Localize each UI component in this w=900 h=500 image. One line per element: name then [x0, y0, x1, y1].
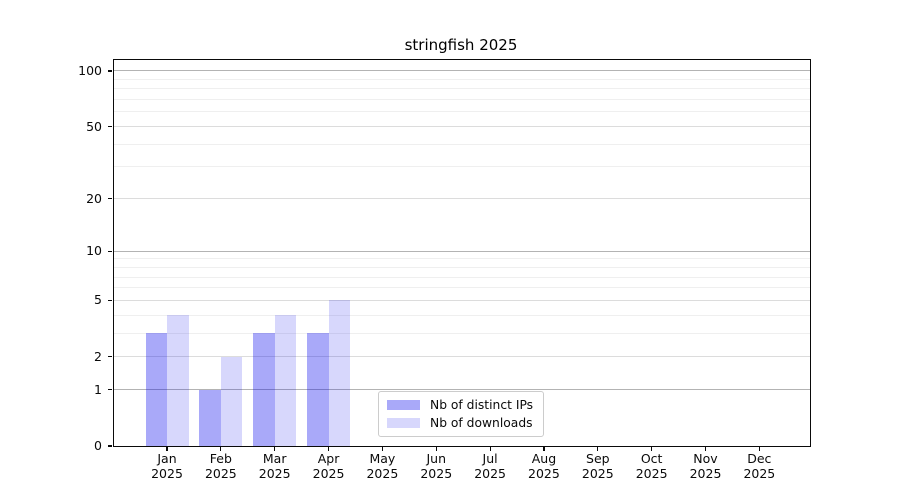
y-tick-label: 2	[94, 348, 102, 364]
x-tick-mark	[758, 446, 760, 451]
x-tick-mark	[274, 446, 276, 451]
x-tick-mark	[489, 446, 491, 451]
gridline-major	[114, 299, 810, 301]
x-tick-label: Jun 2025	[420, 451, 453, 481]
legend-label-distinct-ips: Nb of distinct IPs	[430, 398, 534, 412]
bar-distinct-ips	[199, 389, 221, 446]
legend-swatch-downloads	[387, 418, 420, 428]
bar-downloads	[328, 300, 351, 446]
legend-item: Nb of distinct IPs	[387, 398, 535, 412]
x-tick-label: Apr 2025	[312, 451, 345, 481]
y-tick-mark	[107, 125, 112, 128]
x-tick-label: Feb 2025	[204, 451, 237, 481]
gridline-minor	[114, 287, 810, 289]
x-tick-mark	[166, 446, 168, 451]
x-tick-mark	[435, 446, 437, 451]
gridline-minor	[114, 266, 810, 268]
x-tick-label: Oct 2025	[635, 451, 668, 481]
gridline-decade	[114, 389, 810, 391]
x-tick-label: Aug 2025	[528, 451, 560, 481]
x-tick-label: May 2025	[366, 451, 399, 481]
x-tick-mark	[651, 446, 653, 451]
y-tick-mark	[107, 250, 112, 252]
y-tick-mark	[107, 299, 112, 301]
y-tick-label: 5	[94, 292, 102, 308]
x-tick-mark	[543, 446, 545, 451]
x-tick-label: Dec 2025	[743, 451, 776, 481]
gridline-minor	[114, 99, 810, 101]
y-tick-label: 10	[86, 243, 102, 259]
bar-distinct-ips	[145, 333, 167, 446]
gridline-major	[114, 126, 810, 128]
x-tick-mark	[704, 446, 707, 451]
x-tick-mark	[381, 446, 383, 451]
y-tick-mark	[107, 198, 112, 200]
gridline-minor	[114, 111, 810, 113]
y-tick-label: 20	[86, 190, 102, 206]
plot-area	[113, 59, 811, 447]
y-tick-label: 50	[86, 118, 102, 134]
y-tick-label: 100	[78, 63, 102, 78]
y-tick-label: 1	[94, 381, 102, 397]
gridline-decade	[114, 250, 810, 252]
y-tick-mark	[107, 389, 112, 391]
bar-distinct-ips	[307, 333, 329, 446]
y-tick-mark	[107, 445, 112, 447]
gridline-minor	[114, 332, 810, 334]
y-tick-mark	[107, 356, 112, 358]
legend: Nb of distinct IPs Nb of downloads	[378, 391, 544, 437]
bar-downloads	[167, 315, 189, 446]
legend-label-downloads: Nb of downloads	[430, 416, 533, 430]
y-tick-label: 0	[94, 438, 102, 453]
gridline-minor	[114, 78, 810, 80]
gridline-minor	[114, 166, 810, 168]
bar-downloads	[274, 315, 297, 446]
y-tick-mark	[107, 70, 112, 72]
gridline-minor	[114, 143, 810, 145]
x-tick-label: Jul 2025	[474, 451, 506, 481]
chart-title: stringfish 2025	[404, 36, 518, 54]
gridline-minor	[114, 88, 810, 90]
x-tick-mark	[220, 446, 222, 451]
gridline-minor	[114, 276, 810, 278]
x-tick-label: Nov 2025	[689, 451, 722, 481]
gridline-decade	[114, 70, 810, 72]
x-tick-label: Jan 2025	[151, 451, 183, 481]
gridline-major	[114, 356, 810, 358]
gridline-minor	[114, 258, 810, 260]
x-tick-label: Sep 2025	[581, 451, 614, 481]
legend-item: Nb of downloads	[387, 416, 535, 430]
x-tick-mark	[327, 446, 330, 451]
gridline-minor	[114, 314, 810, 316]
bar-distinct-ips	[253, 333, 275, 446]
x-tick-mark	[597, 446, 599, 451]
x-tick-label: Mar 2025	[258, 451, 291, 481]
gridline-major	[114, 198, 810, 200]
bar-downloads	[220, 356, 243, 446]
legend-swatch-distinct-ips	[387, 400, 420, 410]
